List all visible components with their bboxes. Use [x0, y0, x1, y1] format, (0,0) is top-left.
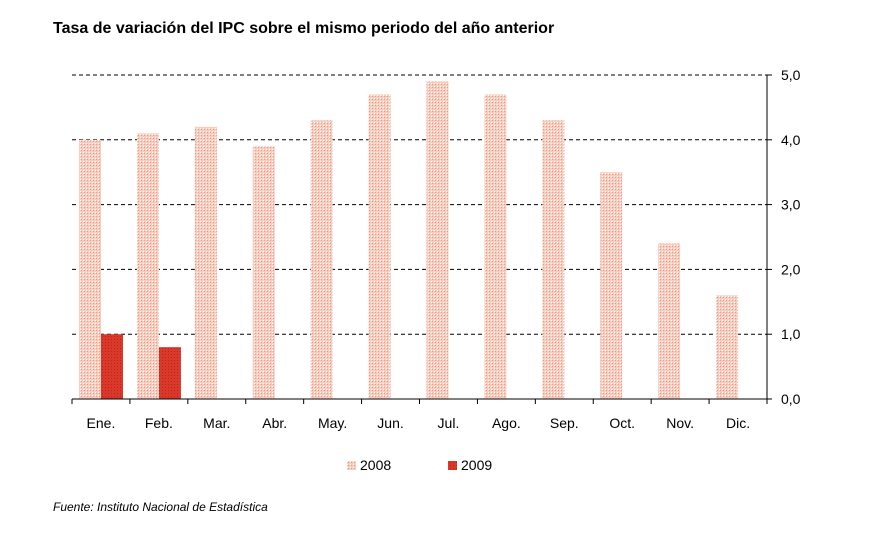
x-tick-label: Dic.: [726, 415, 750, 431]
bar-2008: [716, 295, 739, 399]
chart-title: Tasa de variación del IPC sobre el mismo…: [53, 20, 555, 37]
legend-label-2008: 2008: [360, 457, 391, 473]
bar-2008: [252, 146, 275, 399]
bar-2008: [658, 243, 681, 399]
x-tick-label: Ene.: [87, 415, 116, 431]
y-tick-label: 0,0: [781, 391, 801, 407]
bar-2008: [484, 94, 507, 399]
x-tick-label: Jun.: [377, 415, 403, 431]
x-tick-label: Jul.: [438, 415, 460, 431]
y-tick-label: 3,0: [781, 197, 801, 213]
y-tick-label: 1,0: [781, 326, 801, 342]
bar-2008: [600, 172, 623, 399]
y-tick-label: 4,0: [781, 132, 801, 148]
x-tick-label: Mar.: [203, 415, 230, 431]
x-tick-label: Nov.: [666, 415, 694, 431]
x-tick-label: Oct.: [609, 415, 635, 431]
legend-label-2009: 2009: [461, 457, 492, 473]
bar-2008: [368, 94, 391, 399]
source-note: Fuente: Instituto Nacional de Estadístic…: [53, 500, 268, 514]
bar-2009: [101, 334, 123, 399]
y-tick-label: 5,0: [781, 67, 801, 83]
bar-2008: [542, 120, 565, 400]
bar-2008: [426, 81, 449, 399]
x-tick-label: Feb.: [145, 415, 173, 431]
x-tick-label: May.: [318, 415, 347, 431]
y-tick-label: 2,0: [781, 261, 801, 277]
x-tick-label: Ago.: [492, 415, 521, 431]
legend-swatch-2008: [347, 461, 356, 470]
bar-2009: [158, 347, 181, 399]
bar-2008: [136, 133, 159, 399]
bar-2008: [194, 126, 217, 399]
bar-2008: [79, 139, 101, 400]
x-tick-label: Abr.: [262, 415, 287, 431]
x-tick-label: Sep.: [550, 415, 579, 431]
bar-2008: [310, 120, 333, 400]
legend-swatch-2009: [448, 461, 457, 470]
